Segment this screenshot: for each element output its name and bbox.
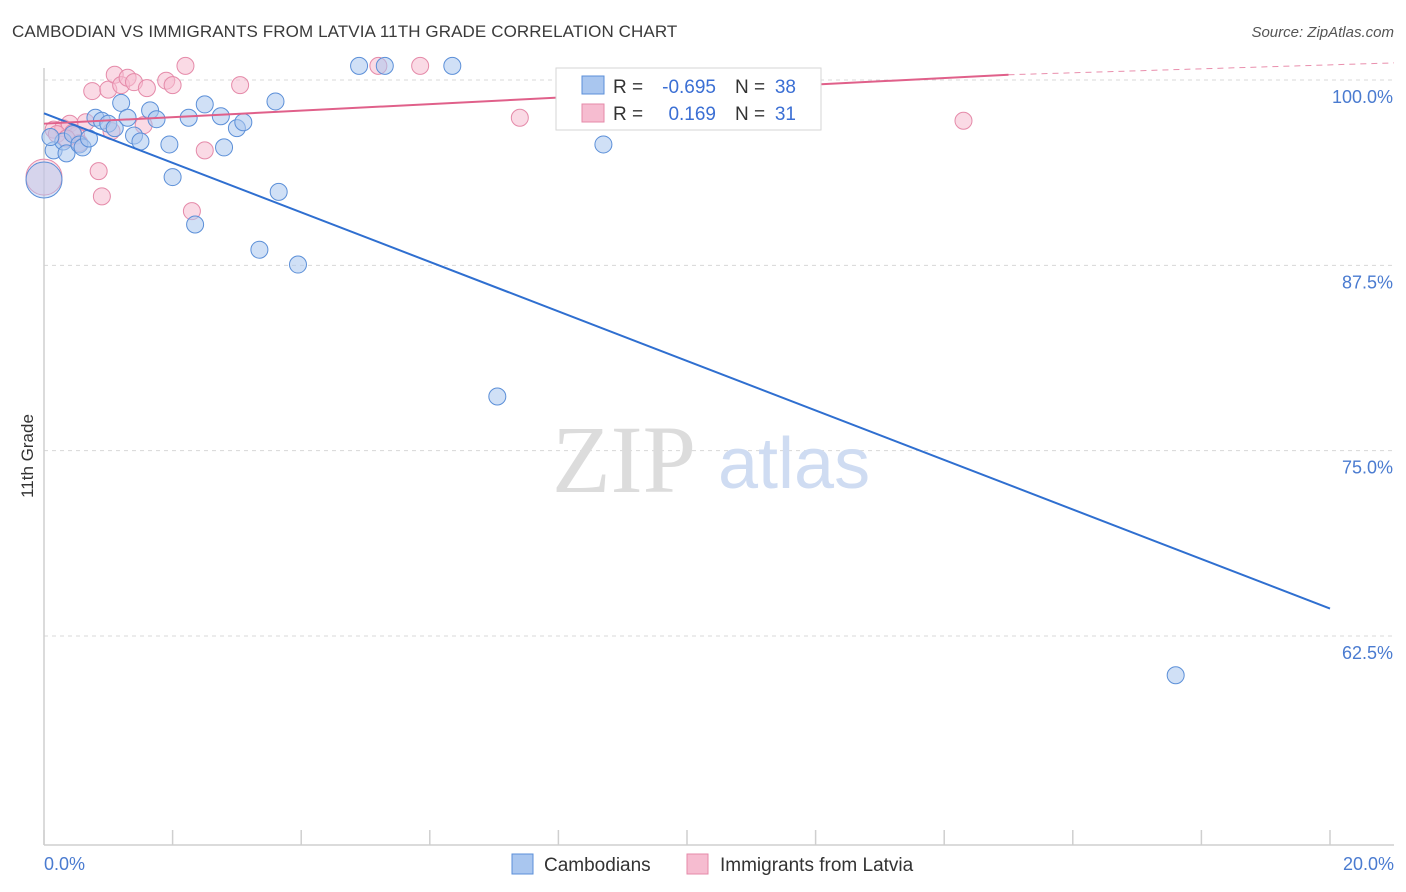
- latvia-point-8: [89, 162, 108, 181]
- cambodians-point-26: [234, 113, 253, 132]
- trend-line-cambodians: [43, 112, 1331, 610]
- x-tick-label-max: 20.0%: [1343, 854, 1394, 874]
- latvia-point-23: [231, 76, 250, 95]
- latvia-point-22: [195, 141, 214, 160]
- cambodians-point-18: [160, 135, 179, 154]
- cambodians-point-30: [288, 255, 307, 274]
- latvia-point-7: [83, 82, 102, 101]
- y-axis-title: 11th Grade: [18, 414, 37, 498]
- legend-r-label-pink: R =: [613, 104, 643, 125]
- latvia-point-25: [411, 56, 430, 75]
- y-tick-label-87.5: 87.5%: [1342, 272, 1393, 292]
- bottom-legend-label-cambodians: Cambodians: [544, 855, 651, 876]
- latvia-point-20: [176, 56, 195, 75]
- cambodians-point-29: [269, 182, 288, 201]
- bottom-legend-swatch-latvia: [686, 853, 709, 875]
- y-tick-label-100: 100.0%: [1332, 87, 1393, 107]
- cambodians-point-23: [211, 107, 230, 126]
- latvia-point-19: [163, 76, 182, 95]
- legend-n-value-blue: 38: [775, 77, 796, 98]
- cambodians-point-3: [57, 144, 76, 163]
- cambodians-point-28: [266, 92, 285, 111]
- axes: [43, 68, 1394, 846]
- legend-r-label-blue: R =: [613, 77, 643, 98]
- legend-swatch-blue: [581, 75, 605, 95]
- bottom-legend-swatch-cambodians: [511, 853, 534, 875]
- legend-r-value-pink: 0.169: [668, 104, 716, 125]
- watermark: ZIP atlas: [552, 406, 870, 513]
- cambodians-point-0: [25, 161, 63, 199]
- cambodians-point-36: [1166, 666, 1185, 685]
- trend-line-latvia: [43, 73, 1009, 125]
- cambodians-point-13: [118, 108, 137, 127]
- watermark-zip: ZIP: [552, 406, 696, 513]
- legend-n-label-pink: N =: [735, 104, 765, 125]
- cambodians-point-27: [250, 240, 269, 259]
- grid-lines: [44, 79, 1394, 637]
- chart-title: CAMBODIAN VS IMMIGRANTS FROM LATVIA 11TH…: [12, 22, 678, 41]
- latvia-point-26: [510, 108, 529, 127]
- legend-n-value-pink: 31: [775, 104, 796, 125]
- legend-swatch-pink: [581, 103, 605, 123]
- cambodians-point-22: [195, 95, 214, 114]
- cambodians-point-12: [112, 93, 131, 112]
- cambodians-point-21: [186, 215, 205, 234]
- watermark-atlas: atlas: [718, 424, 870, 504]
- legend-r-value-blue: -0.695: [662, 77, 716, 98]
- stats-legend: R = -0.695 N = 38 R = 0.169 N = 31: [555, 67, 822, 131]
- latvia-point-9: [92, 187, 111, 206]
- y-tick-labels: 62.5% 75.0% 87.5% 100.0%: [1332, 87, 1393, 663]
- cambodians-point-24: [215, 138, 234, 157]
- cambodians-point-33: [443, 56, 462, 75]
- x-ticks: [43, 830, 1331, 845]
- x-tick-label-min: 0.0%: [44, 854, 85, 874]
- cambodians-point-20: [179, 108, 198, 127]
- latvia-point-27: [954, 111, 973, 130]
- cambodians-point-31: [350, 56, 369, 75]
- cambodians-point-32: [375, 56, 394, 75]
- cambodians-point-19: [163, 168, 182, 187]
- trend-line-latvia-extension: [1008, 62, 1395, 76]
- trend-lines: [43, 62, 1395, 610]
- cambodians-point-34: [488, 387, 507, 406]
- legend-n-label-blue: N =: [735, 77, 765, 98]
- y-tick-label-75: 75.0%: [1342, 458, 1393, 478]
- latvia-point-17: [137, 79, 156, 98]
- bottom-legend-label-latvia: Immigrants from Latvia: [720, 855, 914, 876]
- series-legend: Cambodians Immigrants from Latvia: [511, 853, 914, 876]
- y-tick-label-62.5: 62.5%: [1342, 643, 1393, 663]
- cambodians-point-37: [41, 128, 60, 147]
- cambodians-point-35: [594, 135, 613, 154]
- chart-source: Source: ZipAtlas.com: [1251, 24, 1394, 41]
